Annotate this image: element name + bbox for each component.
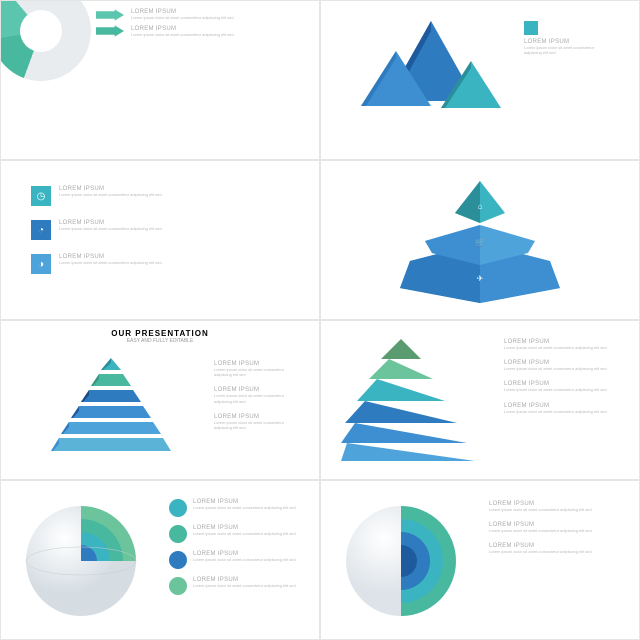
concentric-sphere bbox=[341, 496, 471, 626]
side-text: LOREM IPSUM Lorem ipsum dolor sit amet c… bbox=[524, 21, 624, 59]
svg-text:✈: ✈ bbox=[477, 274, 484, 283]
square-icon: ◑ bbox=[31, 254, 51, 274]
legend: LOREM IPSUMLorem ipsum dolor sit amet co… bbox=[169, 499, 299, 603]
svg-text:⌂: ⌂ bbox=[478, 202, 483, 211]
slide-presentation-pyramid: OUR PRESENTATION EASY AND FULLY EDITABLE… bbox=[0, 320, 320, 480]
item-desc: Lorem ipsum dolor sit amet consectetur a… bbox=[214, 420, 294, 430]
item-desc: Lorem ipsum dolor sit amet consectetur a… bbox=[193, 531, 296, 536]
triangle-group bbox=[351, 6, 511, 116]
circle-icon bbox=[169, 499, 187, 517]
pie-sector bbox=[0, 0, 91, 81]
item-desc: Lorem ipsum dolor sit amet consectetur a… bbox=[214, 367, 294, 377]
arrow-icon bbox=[96, 9, 124, 21]
item-desc: Lorem ipsum dolor sit amet consectetur a… bbox=[504, 345, 624, 350]
slide-tree-pyramid: LOREM IPSUMLorem ipsum dolor sit amet co… bbox=[320, 320, 640, 480]
slide-icon-list: ◷LOREM IPSUMLorem ipsum dolor sit amet c… bbox=[0, 160, 320, 320]
item-desc: Lorem ipsum dolor sit amet consectetur a… bbox=[504, 366, 624, 371]
list-item: ◑LOREM IPSUMLorem ipsum dolor sit amet c… bbox=[31, 254, 162, 274]
item-desc: Lorem ipsum dolor sit amet consectetur a… bbox=[504, 409, 624, 414]
square-icon bbox=[524, 21, 538, 35]
list-item: ◔LOREM IPSUMLorem ipsum dolor sit amet c… bbox=[31, 220, 162, 240]
text-group: LOREM IPSUMLorem ipsum dolor sit amet co… bbox=[131, 9, 234, 43]
slide-3d-triangles: LOREM IPSUM Lorem ipsum dolor sit amet c… bbox=[320, 0, 640, 160]
right-labels: LOREM IPSUMLorem ipsum dolor sit amet co… bbox=[214, 361, 294, 430]
item-desc: Lorem ipsum dolor sit amet consectetur a… bbox=[489, 528, 619, 533]
item-desc: Lorem ipsum dolor sit amet consectetur a… bbox=[504, 387, 624, 392]
item-desc: Lorem ipsum dolor sit amet consectetur a… bbox=[59, 260, 162, 265]
item-desc: Lorem ipsum dolor sit amet consectetur a… bbox=[489, 507, 619, 512]
template-grid: LOREM IPSUMLorem ipsum dolor sit amet co… bbox=[0, 0, 640, 640]
slide-title: OUR PRESENTATION bbox=[9, 329, 311, 338]
sphere-layers bbox=[21, 496, 151, 626]
slide-sphere-cut: LOREM IPSUMLorem ipsum dolor sit amet co… bbox=[0, 480, 320, 640]
item-desc: Lorem ipsum dolor sit amet consectetur a… bbox=[131, 32, 234, 37]
slide-pie-arrows: LOREM IPSUMLorem ipsum dolor sit amet co… bbox=[0, 0, 320, 160]
item-desc: Lorem ipsum dolor sit amet consectetur a… bbox=[193, 505, 296, 510]
square-icon: ◔ bbox=[31, 220, 51, 240]
item-desc: Lorem ipsum dolor sit amet consectetur a… bbox=[131, 15, 234, 20]
item-desc: Lorem ipsum dolor sit amet consectetur a… bbox=[59, 192, 162, 197]
layered-pyramid bbox=[41, 356, 181, 456]
legend: LOREM IPSUMLorem ipsum dolor sit amet co… bbox=[489, 501, 619, 565]
tree-pyramid bbox=[341, 331, 481, 466]
slide-subtitle: EASY AND FULLY EDITABLE bbox=[9, 338, 311, 344]
item-desc: Lorem ipsum dolor sit amet consectetur a… bbox=[214, 393, 294, 403]
pyramid-3layer: ⌂ 🛒 ✈ bbox=[380, 173, 580, 303]
item-desc: Lorem ipsum dolor sit amet consectetur a… bbox=[489, 549, 619, 554]
arrow-group bbox=[96, 9, 124, 41]
slide-concentric-sphere: LOREM IPSUMLorem ipsum dolor sit amet co… bbox=[320, 480, 640, 640]
slide-3d-pyramid: ⌂ 🛒 ✈ bbox=[320, 160, 640, 320]
item-desc: Lorem ipsum dolor sit amet consectetur a… bbox=[59, 226, 162, 231]
list-item: ◷LOREM IPSUMLorem ipsum dolor sit amet c… bbox=[31, 186, 162, 206]
svg-text:🛒: 🛒 bbox=[475, 237, 485, 247]
square-icon: ◷ bbox=[31, 186, 51, 206]
arrow-icon bbox=[96, 25, 124, 37]
item-desc: Lorem ipsum dolor sit amet consectetur a… bbox=[524, 45, 604, 55]
legend: LOREM IPSUMLorem ipsum dolor sit amet co… bbox=[504, 339, 624, 424]
circle-icon bbox=[169, 551, 187, 569]
circle-icon bbox=[169, 577, 187, 595]
item-desc: Lorem ipsum dolor sit amet consectetur a… bbox=[193, 557, 296, 562]
item-desc: Lorem ipsum dolor sit amet consectetur a… bbox=[193, 583, 296, 588]
circle-icon bbox=[169, 525, 187, 543]
